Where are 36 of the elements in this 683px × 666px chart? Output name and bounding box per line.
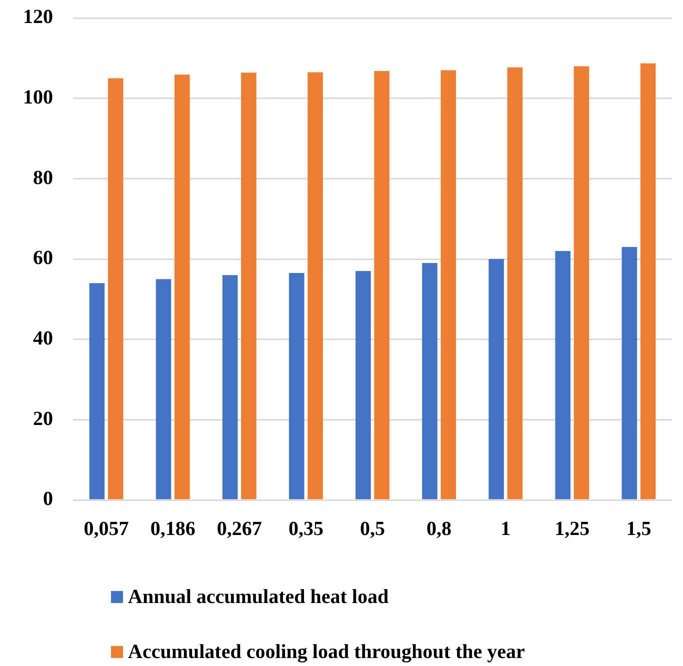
bar [488, 259, 504, 500]
y-tick-label: 40 [33, 328, 53, 350]
bar [422, 263, 438, 500]
x-tick-label: 0,5 [360, 518, 385, 540]
bar [222, 275, 238, 500]
legend-label: Accumulated cooling load throughout the year [128, 641, 525, 663]
x-tick-label: 0,35 [288, 518, 324, 540]
bar [640, 63, 656, 500]
x-tick-label: 1,25 [554, 518, 590, 540]
bar [374, 71, 390, 500]
bar [555, 250, 570, 500]
bar [308, 72, 323, 500]
bar [241, 72, 256, 500]
y-tick-label: 0 [43, 488, 53, 510]
bar [622, 246, 638, 500]
bar [356, 271, 371, 500]
y-tick-label: 60 [33, 247, 53, 270]
x-tick-label: 0,267 [216, 518, 262, 540]
x-tick-label: 0,057 [84, 518, 129, 540]
bar [108, 78, 124, 500]
x-tick-label: 0,8 [426, 518, 452, 540]
y-tick-label: 100 [23, 86, 53, 109]
legend-label: Annual accumulated heat load [128, 586, 389, 608]
bar [288, 273, 304, 500]
x-tick-label: 1,5 [626, 518, 652, 540]
y-tick-label: 80 [33, 166, 53, 189]
bar [89, 283, 105, 500]
bar [440, 70, 456, 500]
x-tick-label: 1 [500, 518, 511, 540]
y-tick-label: 120 [23, 6, 53, 28]
bar [174, 74, 190, 500]
x-tick-label: 0,186 [150, 518, 196, 540]
y-tick-label: 20 [33, 408, 53, 430]
bar [156, 279, 172, 500]
bar [574, 66, 590, 500]
bar [507, 67, 523, 500]
